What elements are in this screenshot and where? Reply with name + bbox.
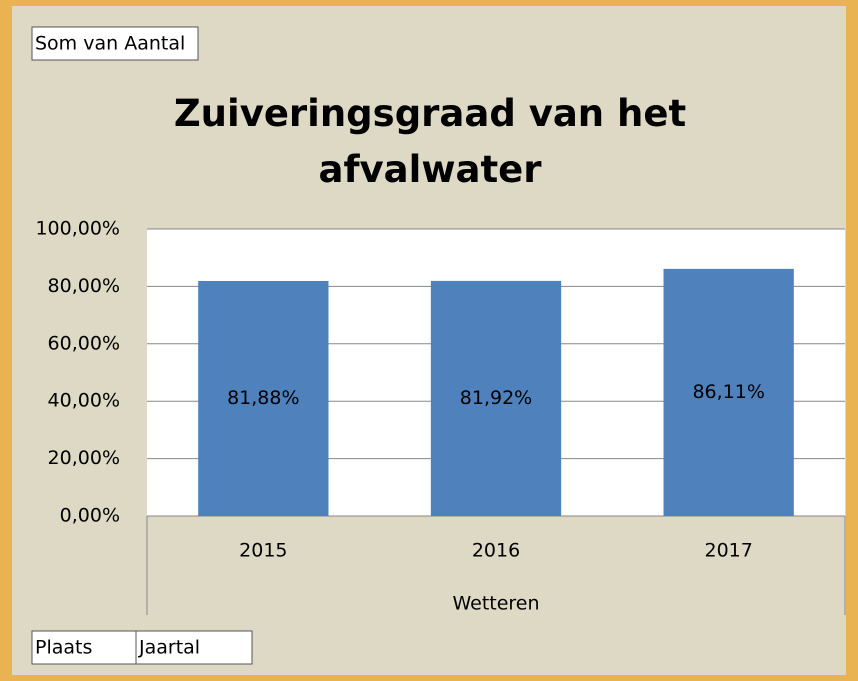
data-label: 81,92%	[460, 387, 532, 409]
x-tick-label: 2017	[704, 540, 752, 562]
bar	[430, 280, 562, 516]
y-tick-label: 60,00%	[48, 332, 120, 354]
chart-title: Zuiveringsgraad van het afvalwater	[173, 92, 687, 191]
axis-field-label: Jaartal	[138, 637, 200, 659]
y-tick-label: 80,00%	[48, 275, 120, 297]
axis-field-button[interactable]	[31, 630, 137, 665]
value-field-label: Som van Aantal	[35, 33, 185, 55]
data-label: 81,88%	[227, 387, 299, 409]
x-tick-label: 2015	[239, 540, 287, 562]
group-label: Wetteren	[452, 593, 539, 615]
bar	[198, 281, 329, 516]
value-field-button[interactable]	[31, 26, 199, 61]
y-tick-label: 20,00%	[48, 447, 120, 469]
data-label: 86,11%	[692, 381, 764, 403]
axis-field-label: Plaats	[35, 637, 92, 659]
y-tick-label: 0,00%	[60, 505, 120, 527]
y-tick-label: 40,00%	[48, 390, 120, 412]
axis-field-button[interactable]	[135, 630, 253, 665]
bar	[663, 268, 794, 516]
y-tick-label: 100,00%	[35, 218, 120, 240]
x-tick-label: 2016	[472, 540, 520, 562]
